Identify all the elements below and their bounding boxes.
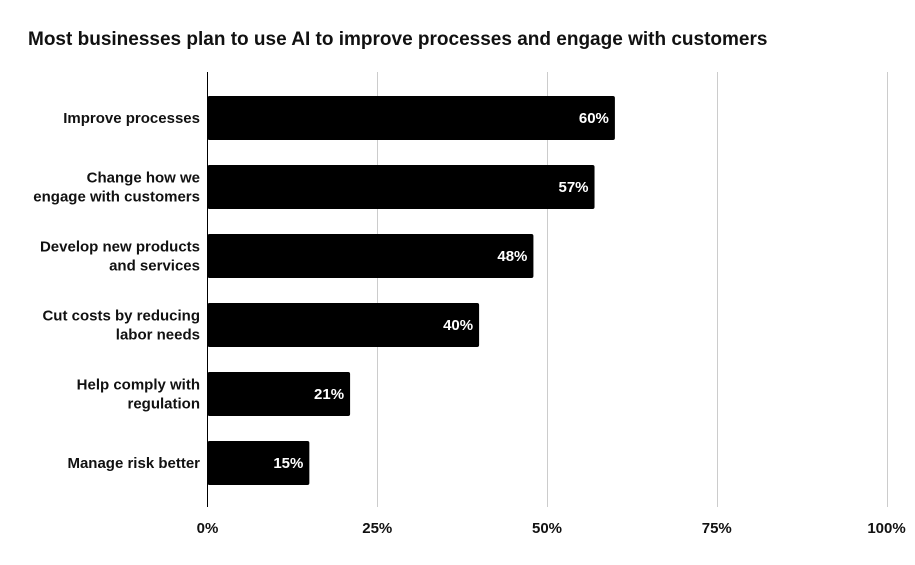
data-label: 60%: [579, 110, 609, 127]
x-tick-label: 100%: [867, 520, 905, 537]
category-label-line: labor needs: [116, 327, 200, 344]
category-label-line: Cut costs by reducing: [42, 308, 200, 325]
x-tick-label: 50%: [532, 520, 562, 537]
data-label: 15%: [273, 455, 303, 472]
bar: [207, 165, 595, 209]
bar: [207, 96, 615, 140]
chart-title: Most businesses plan to use AI to improv…: [28, 29, 768, 50]
x-tick-label: 25%: [362, 520, 392, 537]
category-label: Develop new products and services: [40, 239, 200, 275]
bar: [207, 303, 480, 347]
bar: [207, 234, 534, 278]
category-label: Help comply with regulation: [77, 377, 200, 413]
category-label-line: Improve processes: [63, 110, 200, 127]
category-label: Improve processes: [63, 110, 200, 127]
category-label-line: Help comply with: [77, 377, 200, 394]
category-label-line: and services: [109, 258, 200, 275]
category-label: Cut costs by reducing labor needs: [42, 308, 200, 344]
bar: [207, 441, 310, 485]
data-label: 40%: [443, 317, 473, 334]
category-label: Manage risk better: [67, 455, 200, 472]
category-label: Change how we engage with customers: [33, 170, 200, 206]
x-tick-label: 0%: [197, 520, 219, 537]
category-label-line: engage with customers: [33, 189, 200, 206]
category-label-line: regulation: [127, 396, 200, 413]
data-label: 21%: [314, 386, 344, 403]
category-label-line: Develop new products: [40, 239, 200, 256]
category-label-line: Manage risk better: [67, 455, 200, 472]
bar: [207, 372, 351, 416]
data-label: 48%: [497, 248, 527, 265]
data-label: 57%: [558, 179, 588, 196]
category-label-line: Change how we: [87, 170, 200, 187]
x-tick-label: 75%: [702, 520, 732, 537]
